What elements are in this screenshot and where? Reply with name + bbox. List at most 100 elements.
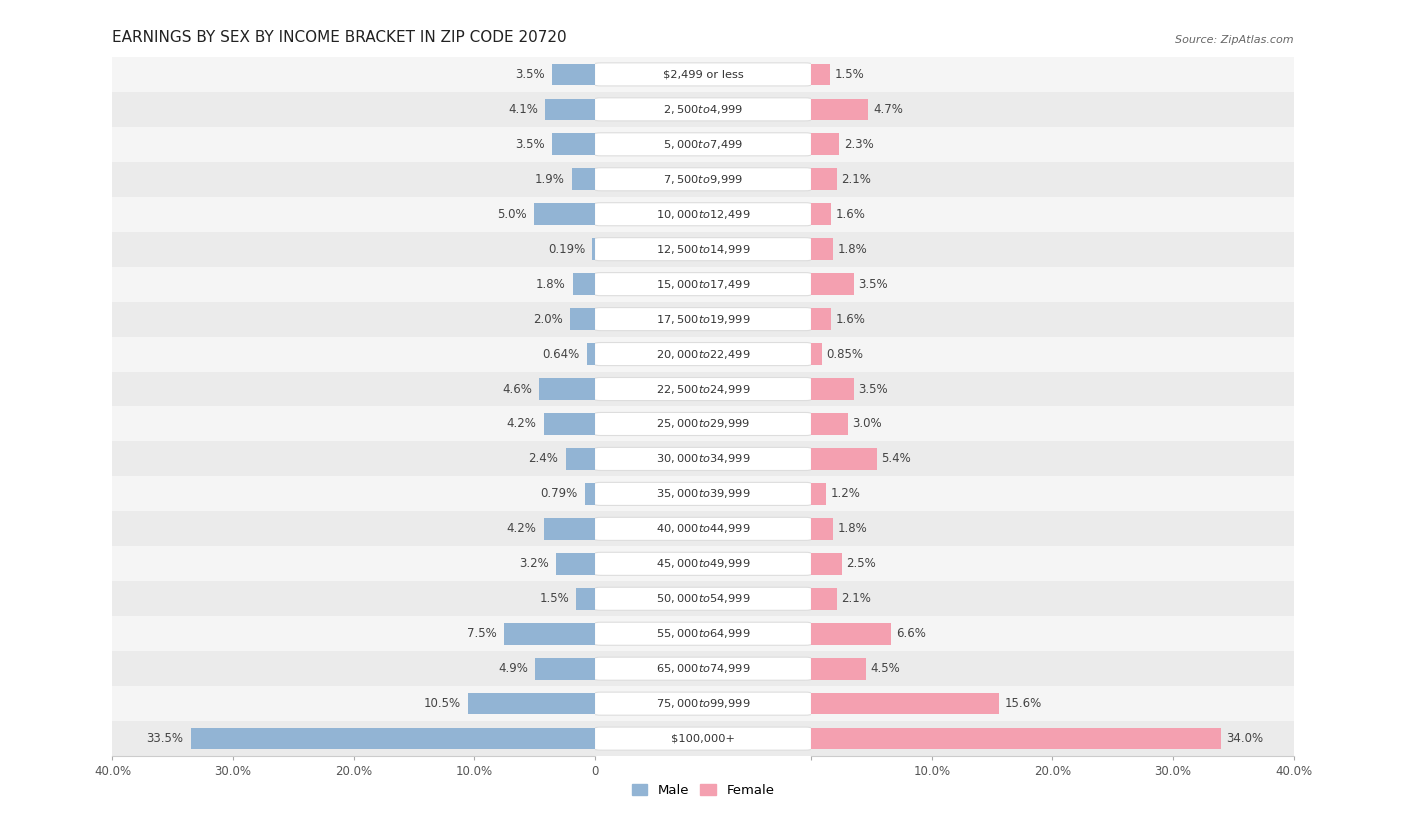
Bar <box>112 92 595 127</box>
Bar <box>595 476 811 511</box>
Bar <box>811 553 842 575</box>
Bar <box>468 693 595 715</box>
Text: EARNINGS BY SEX BY INCOME BRACKET IN ZIP CODE 20720: EARNINGS BY SEX BY INCOME BRACKET IN ZIP… <box>112 30 567 45</box>
Bar <box>595 337 811 372</box>
Text: $30,000 to $34,999: $30,000 to $34,999 <box>655 453 751 465</box>
Text: 15.6%: 15.6% <box>1004 698 1042 710</box>
FancyBboxPatch shape <box>595 517 811 541</box>
Text: 1.8%: 1.8% <box>838 523 868 535</box>
Bar <box>811 483 825 505</box>
Text: 4.5%: 4.5% <box>870 663 900 675</box>
Bar <box>811 127 1294 162</box>
Bar <box>191 728 595 750</box>
Bar <box>811 518 834 540</box>
Bar <box>595 406 811 441</box>
Text: $10,000 to $12,499: $10,000 to $12,499 <box>655 208 751 220</box>
Text: 0.79%: 0.79% <box>540 488 578 500</box>
Text: $40,000 to $44,999: $40,000 to $44,999 <box>655 523 751 535</box>
Bar <box>811 546 1294 581</box>
Text: 34.0%: 34.0% <box>1226 733 1263 745</box>
Bar <box>811 721 1294 756</box>
FancyBboxPatch shape <box>595 447 811 471</box>
Bar <box>811 238 834 260</box>
Text: 2.5%: 2.5% <box>846 558 876 570</box>
Bar <box>811 273 853 295</box>
Bar <box>811 203 831 225</box>
Text: $17,500 to $19,999: $17,500 to $19,999 <box>655 313 751 325</box>
Bar <box>811 476 1294 511</box>
Text: 4.2%: 4.2% <box>506 523 537 535</box>
Bar <box>811 337 1294 372</box>
Bar <box>112 406 595 441</box>
Text: 2.4%: 2.4% <box>529 453 558 465</box>
Bar <box>595 511 811 546</box>
Bar <box>572 168 595 190</box>
FancyBboxPatch shape <box>595 63 811 86</box>
FancyBboxPatch shape <box>595 237 811 261</box>
Bar <box>555 553 595 575</box>
Bar <box>112 127 595 162</box>
Bar <box>811 693 1000 715</box>
Bar <box>595 92 811 127</box>
Text: $2,499 or less: $2,499 or less <box>662 69 744 80</box>
Text: 1.5%: 1.5% <box>540 593 569 605</box>
Text: 1.5%: 1.5% <box>834 68 865 80</box>
Bar <box>811 162 1294 197</box>
FancyBboxPatch shape <box>595 552 811 576</box>
Bar <box>595 441 811 476</box>
Bar <box>811 651 1294 686</box>
Text: 2.1%: 2.1% <box>842 173 872 185</box>
Bar <box>112 616 595 651</box>
Bar <box>112 162 595 197</box>
Text: 2.1%: 2.1% <box>842 593 872 605</box>
Bar <box>112 546 595 581</box>
Bar <box>811 623 891 645</box>
Text: $7,500 to $9,999: $7,500 to $9,999 <box>664 173 742 185</box>
Text: 1.2%: 1.2% <box>831 488 860 500</box>
FancyBboxPatch shape <box>595 202 811 226</box>
Bar <box>595 616 811 651</box>
Bar <box>572 273 595 295</box>
Bar <box>112 686 595 721</box>
Text: 0.85%: 0.85% <box>827 348 863 360</box>
FancyBboxPatch shape <box>595 657 811 680</box>
Bar <box>536 658 595 680</box>
FancyBboxPatch shape <box>595 692 811 715</box>
Bar <box>576 588 595 610</box>
Text: 3.5%: 3.5% <box>859 278 889 290</box>
Bar <box>595 57 811 92</box>
Bar <box>553 133 595 155</box>
Text: 5.0%: 5.0% <box>498 208 527 220</box>
Bar <box>811 406 1294 441</box>
Bar <box>811 378 853 400</box>
Bar <box>534 203 595 225</box>
Text: 4.9%: 4.9% <box>498 663 529 675</box>
Text: 0.19%: 0.19% <box>548 243 585 255</box>
Bar <box>595 581 811 616</box>
Text: $100,000+: $100,000+ <box>671 733 735 744</box>
Bar <box>595 302 811 337</box>
Text: $75,000 to $99,999: $75,000 to $99,999 <box>655 698 751 710</box>
Bar <box>811 92 1294 127</box>
Text: $2,500 to $4,999: $2,500 to $4,999 <box>664 103 742 115</box>
Bar <box>595 127 811 162</box>
Text: 5.4%: 5.4% <box>882 453 911 465</box>
Text: $55,000 to $64,999: $55,000 to $64,999 <box>655 628 751 640</box>
FancyBboxPatch shape <box>595 98 811 121</box>
Bar <box>811 616 1294 651</box>
Text: 3.2%: 3.2% <box>519 558 548 570</box>
Bar <box>811 581 1294 616</box>
FancyBboxPatch shape <box>595 727 811 750</box>
Bar <box>811 63 830 85</box>
Text: $45,000 to $49,999: $45,000 to $49,999 <box>655 558 751 570</box>
Bar <box>595 546 811 581</box>
Bar <box>595 651 811 686</box>
Text: $65,000 to $74,999: $65,000 to $74,999 <box>655 663 751 675</box>
Bar <box>595 372 811 406</box>
Bar <box>112 232 595 267</box>
Bar <box>595 197 811 232</box>
Text: 1.6%: 1.6% <box>835 208 866 220</box>
Text: $20,000 to $22,499: $20,000 to $22,499 <box>655 348 751 360</box>
Text: 1.8%: 1.8% <box>838 243 868 255</box>
Text: 4.1%: 4.1% <box>508 103 538 115</box>
